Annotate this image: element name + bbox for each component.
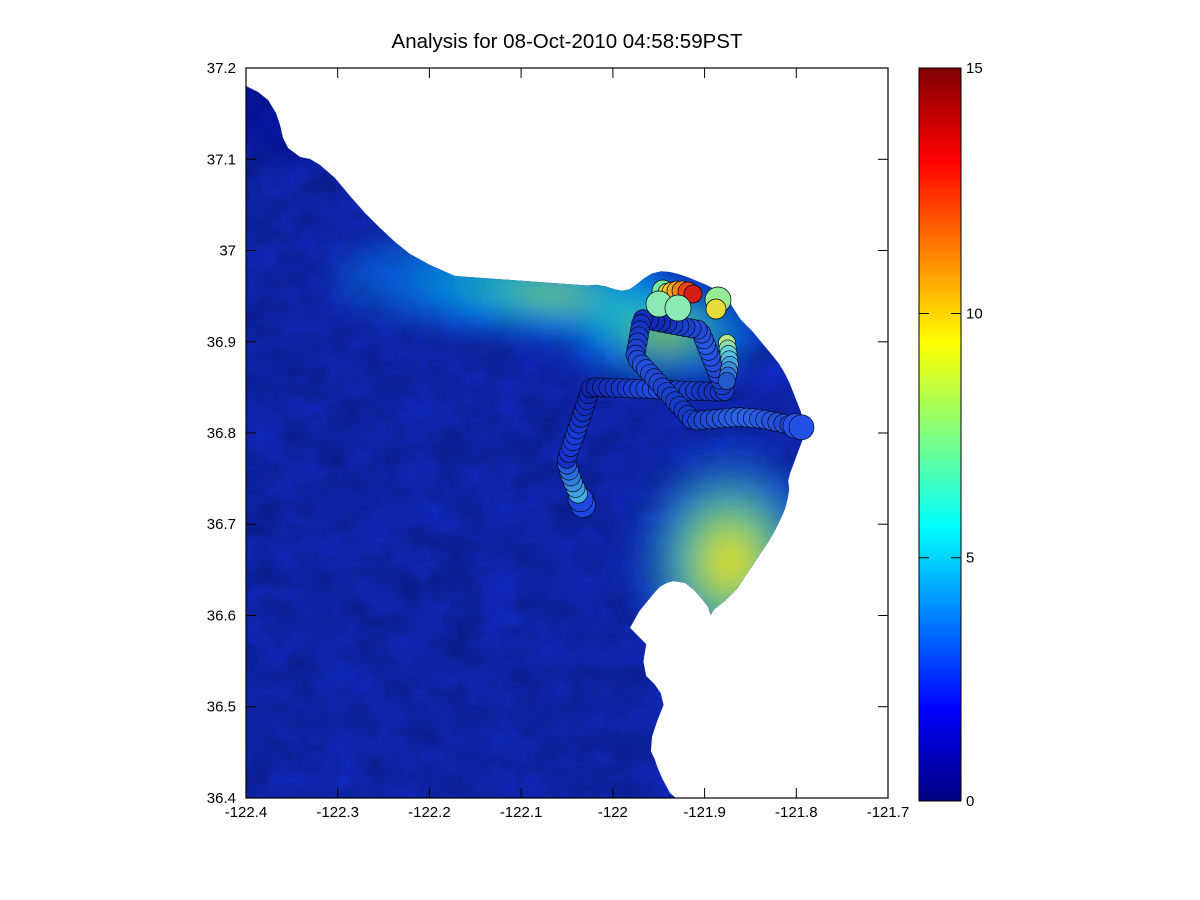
svg-text:36.4: 36.4: [207, 790, 236, 807]
svg-text:-122: -122: [598, 804, 628, 821]
svg-text:-121.7: -121.7: [867, 804, 910, 821]
svg-text:-121.8: -121.8: [775, 804, 818, 821]
svg-text:36.7: 36.7: [207, 516, 236, 533]
svg-text:-121.9: -121.9: [683, 804, 726, 821]
svg-text:37.1: 37.1: [207, 151, 236, 168]
svg-text:36.6: 36.6: [207, 608, 236, 625]
svg-text:0: 0: [966, 793, 974, 810]
svg-text:-122.2: -122.2: [408, 804, 451, 821]
svg-text:36.8: 36.8: [207, 425, 236, 442]
svg-text:15: 15: [966, 60, 983, 77]
svg-text:Analysis for 08-Oct-2010 04:58: Analysis for 08-Oct-2010 04:58:59PST: [392, 30, 743, 53]
svg-text:37: 37: [219, 243, 236, 260]
svg-text:36.5: 36.5: [207, 699, 236, 716]
svg-text:-122.3: -122.3: [316, 804, 359, 821]
svg-text:37.2: 37.2: [207, 60, 236, 77]
svg-text:10: 10: [966, 306, 983, 323]
svg-text:-122.1: -122.1: [500, 804, 543, 821]
svg-text:36.9: 36.9: [207, 334, 236, 351]
svg-text:5: 5: [966, 550, 974, 567]
